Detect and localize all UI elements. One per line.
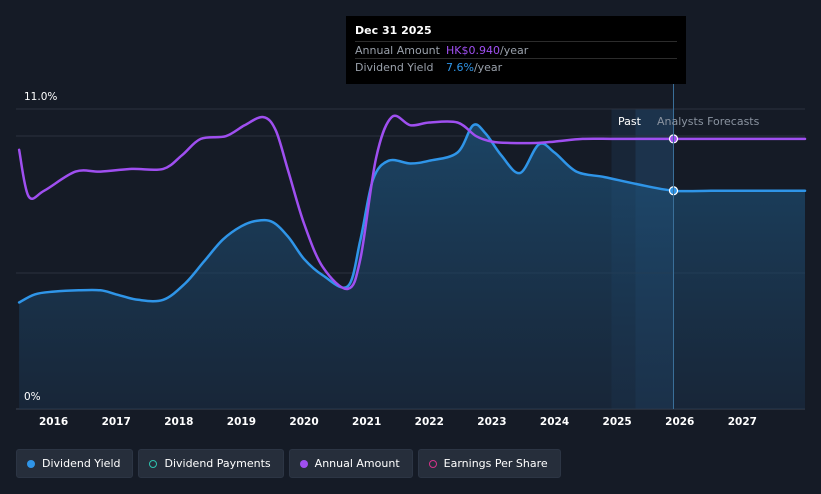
forecast-zone-label: Analysts Forecasts — [657, 115, 760, 128]
dividend-yield-dot-icon — [27, 459, 35, 468]
y-axis-top-label: 11.0% — [24, 91, 58, 103]
chart-legend: Dividend Yield Dividend Payments Annual … — [16, 449, 561, 480]
dividend-yield-area — [19, 124, 806, 409]
x-tick-label: 2025 — [603, 416, 632, 428]
past-zone-label: Past — [618, 115, 641, 128]
x-tick-label: 2023 — [477, 416, 506, 428]
tooltip-label: Annual Amount — [355, 44, 440, 57]
x-tick-label: 2019 — [227, 416, 256, 428]
annual-amount-dot-icon — [299, 459, 308, 468]
dividend-payments-ring-icon — [149, 459, 158, 468]
x-tick-label: 2024 — [540, 416, 569, 428]
legend-dividend-yield[interactable]: Dividend Yield — [16, 449, 134, 478]
tooltip-row-dividend-yield: Dividend Yield 7.6%/year — [355, 58, 677, 76]
legend-label: Dividend Yield — [42, 457, 121, 470]
earnings-per-share-ring-icon — [428, 459, 437, 468]
legend-dividend-payments[interactable]: Dividend Payments — [138, 449, 284, 478]
legend-annual-amount[interactable]: Annual Amount — [288, 449, 413, 478]
x-tick-label: 2017 — [102, 416, 131, 428]
tooltip-amount: HK$0.940 — [446, 44, 500, 57]
x-tick-label: 2027 — [728, 416, 757, 428]
tooltip-date: Dec 31 2025 — [355, 24, 432, 37]
tooltip-value: HK$0.940/year — [446, 44, 528, 57]
tooltip-row-annual-amount: Annual Amount HK$0.940/year — [355, 41, 677, 59]
x-tick-label: 2020 — [289, 416, 318, 428]
tooltip-yield: 7.6% — [446, 61, 474, 74]
chart-tooltip: Dec 31 2025 Annual Amount HK$0.940/year … — [346, 16, 686, 84]
tooltip-label: Dividend Yield — [355, 61, 434, 74]
x-tick-label: 2022 — [415, 416, 444, 428]
legend-label: Earnings Per Share — [443, 457, 548, 470]
legend-earnings-per-share[interactable]: Earnings Per Share — [417, 449, 561, 478]
y-axis-bottom-label: 0% — [24, 391, 41, 403]
tooltip-unit: /year — [499, 44, 529, 57]
legend-label: Annual Amount — [314, 457, 400, 470]
x-tick-label: 2021 — [352, 416, 381, 428]
x-tick-label: 2018 — [164, 416, 193, 428]
tooltip-unit: /year — [473, 61, 503, 74]
annual-amount-line — [17, 114, 807, 291]
x-tick-label: 2026 — [665, 416, 694, 428]
x-tick-label: 2016 — [39, 416, 68, 428]
tooltip-value: 7.6%/year — [446, 61, 502, 74]
legend-label: Dividend Payments — [164, 457, 271, 470]
dividend-yield-line — [17, 123, 807, 304]
